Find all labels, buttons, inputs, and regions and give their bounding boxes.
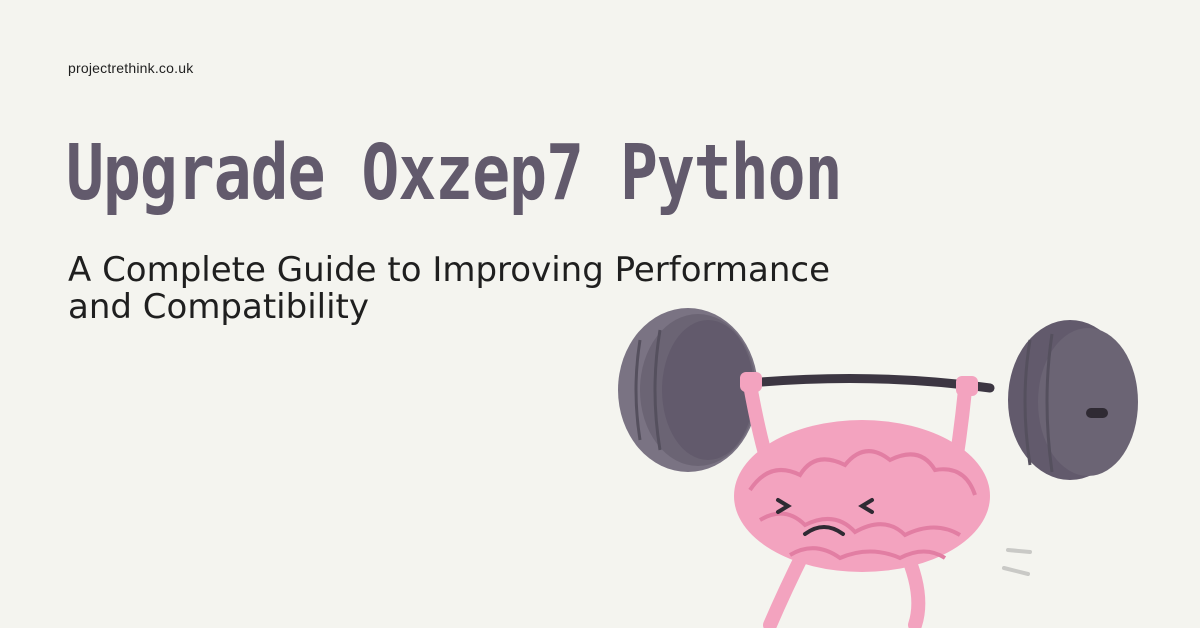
site-url: projectrethink.co.uk (68, 60, 194, 76)
right-weight-plate (1008, 320, 1138, 480)
brain-character (734, 420, 990, 572)
subtitle-line-1: A Complete Guide to Improving Performanc… (68, 250, 831, 290)
subtitle-line-2: and Compatibility (68, 287, 370, 327)
brain-lifting-barbell-icon (618, 308, 1138, 628)
left-weight-plate (618, 308, 758, 472)
page-title: Upgrade Oxzep7 Python (66, 128, 843, 218)
page-subtitle: A Complete Guide to Improving Performanc… (68, 252, 948, 326)
